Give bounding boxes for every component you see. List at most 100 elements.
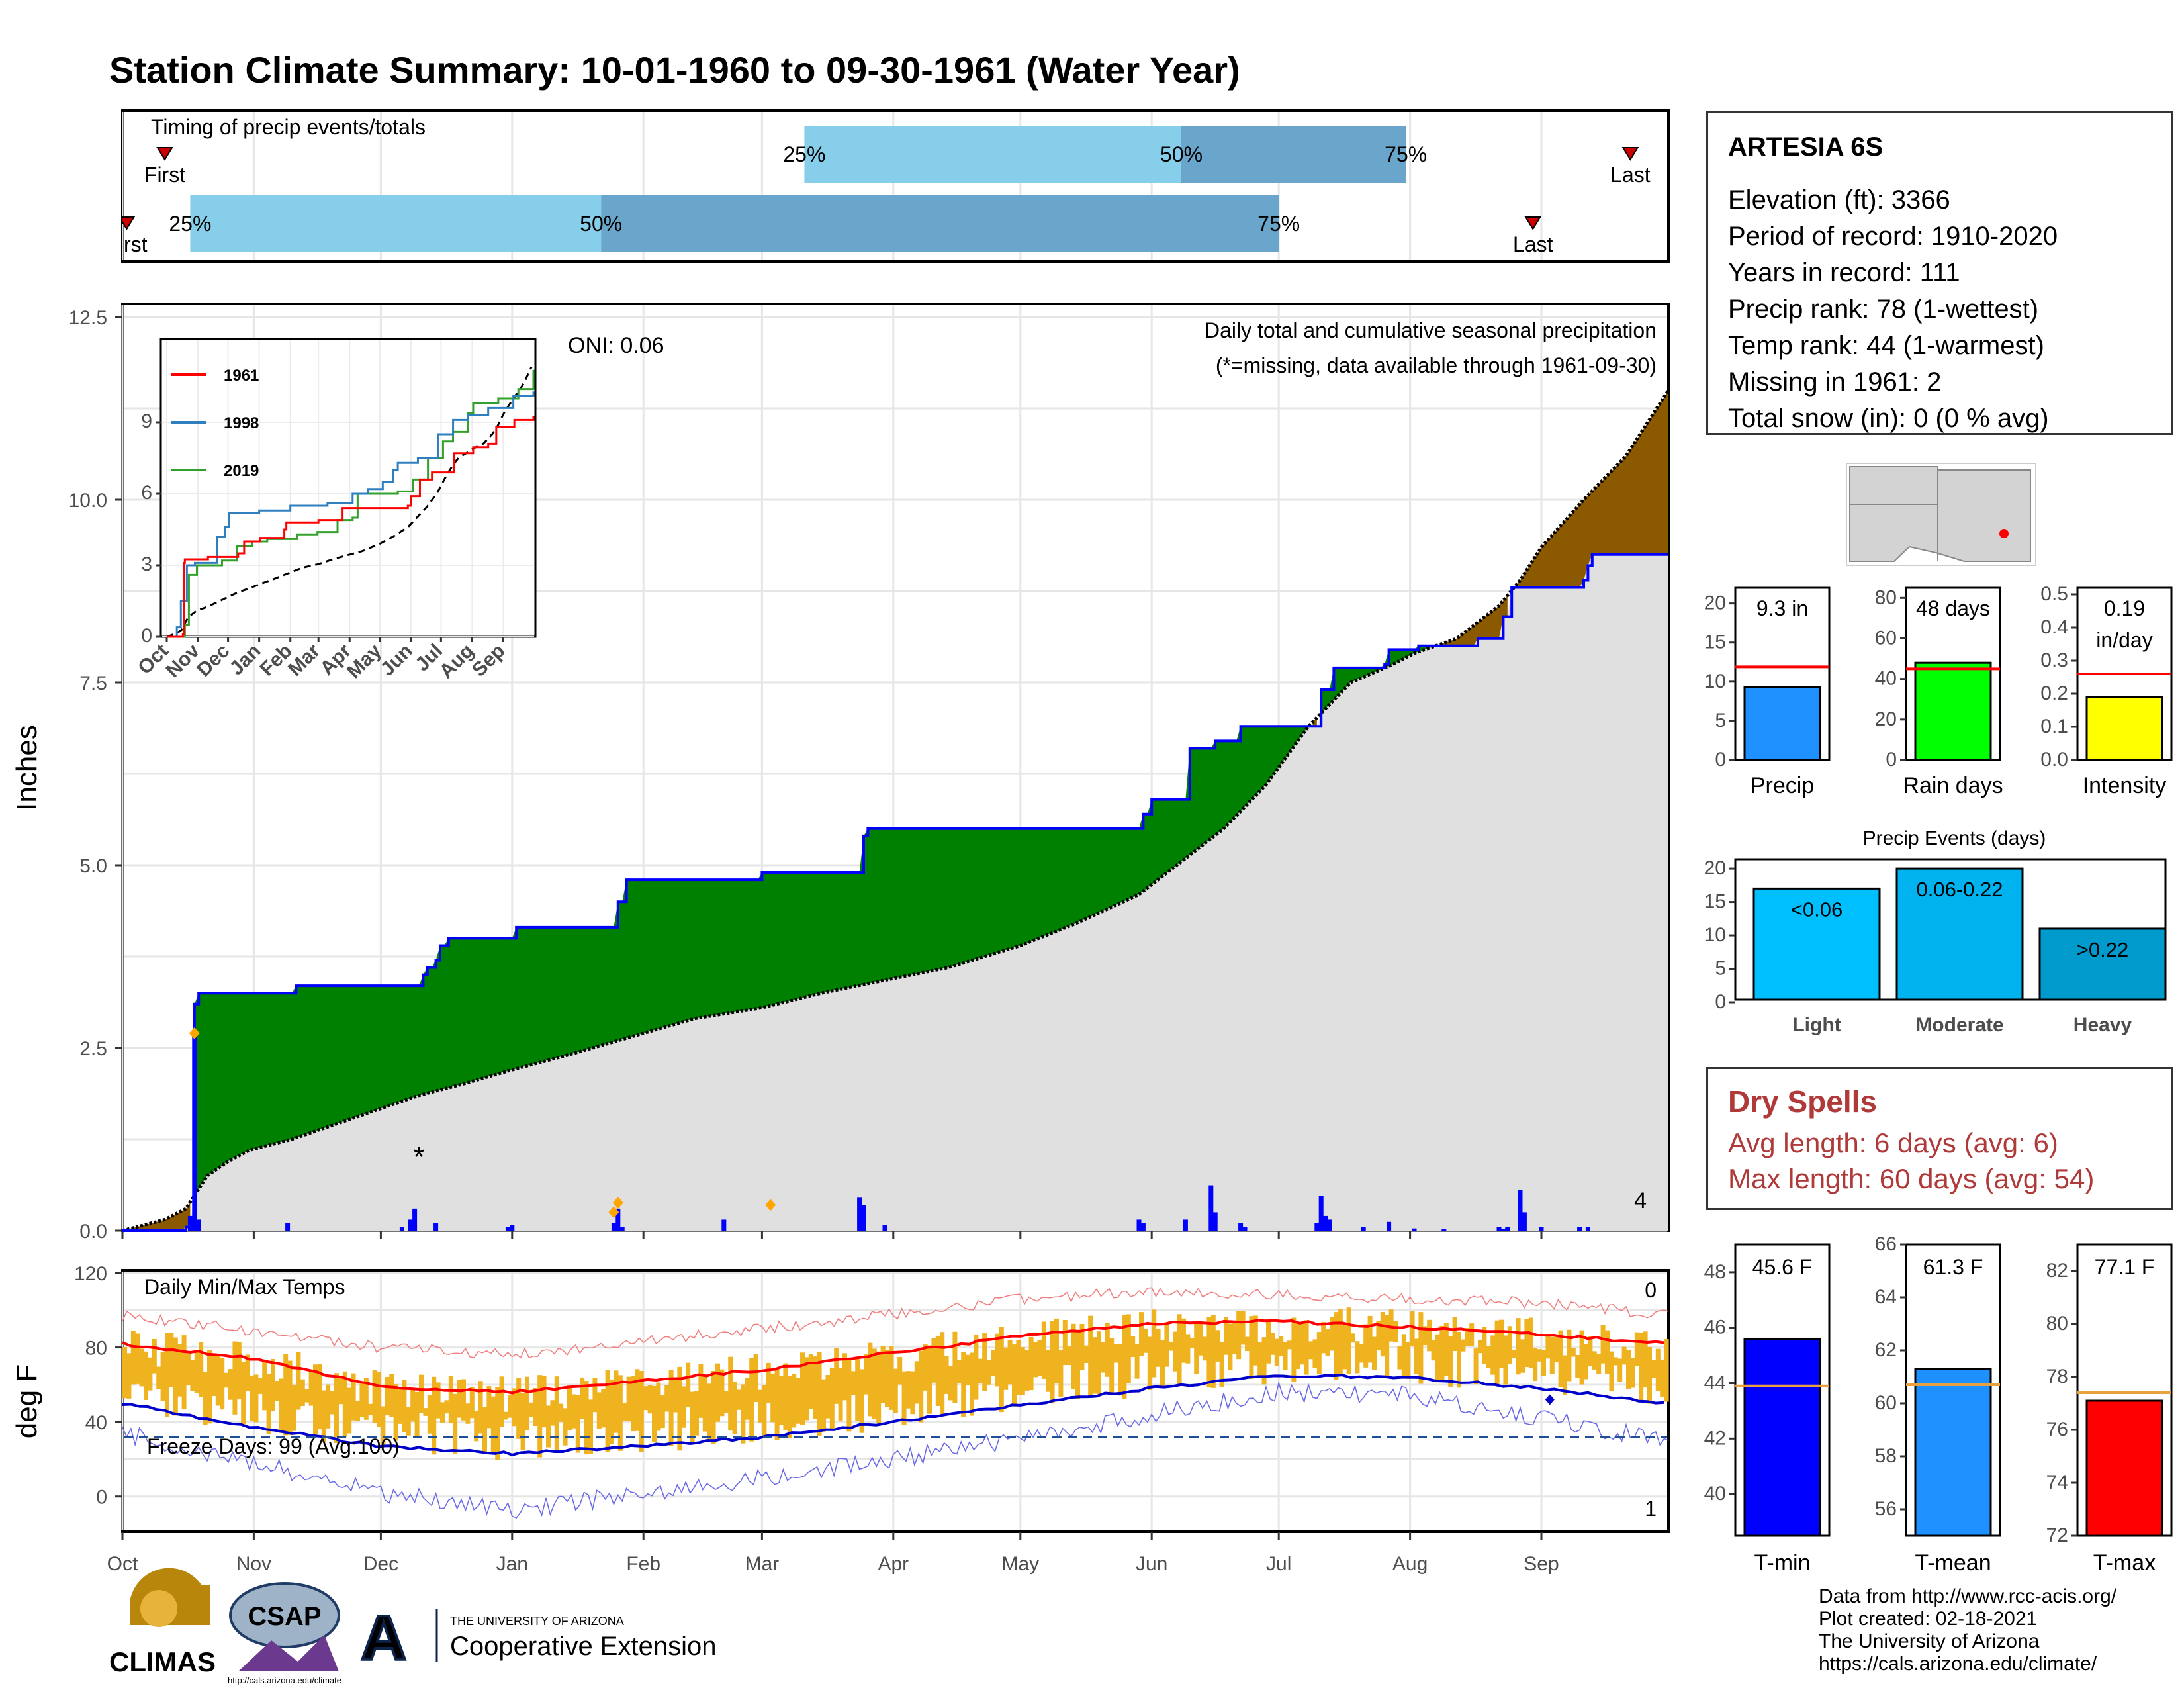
events-ytick-label: 0 xyxy=(1715,991,1726,1013)
daily-temp-bar xyxy=(1418,1312,1424,1384)
mini-value-label: 45.6 F xyxy=(1752,1255,1813,1279)
month-label: Mar xyxy=(745,1553,780,1575)
daily-temp-bar xyxy=(257,1378,263,1394)
station-temp-rank: Temp rank: 44 (1-warmest) xyxy=(1728,331,2044,360)
mini-value-bar xyxy=(2085,1399,2163,1537)
daily-temp-bar xyxy=(1012,1344,1017,1407)
daily-precip-bar xyxy=(1500,1229,1506,1231)
daily-temp-bar xyxy=(1206,1317,1212,1388)
daily-temp-bar xyxy=(351,1373,356,1421)
daily-temp-bar xyxy=(1321,1321,1326,1354)
daily-temp-bar xyxy=(626,1376,631,1422)
daily-temp-bar xyxy=(1143,1329,1148,1353)
temp-count-high: 0 xyxy=(1645,1278,1657,1302)
daily-temp-bar xyxy=(377,1372,381,1427)
missing-data-marker: * xyxy=(413,1141,424,1174)
month-label: Jun xyxy=(1136,1553,1167,1575)
daily-temp-bar xyxy=(813,1356,818,1419)
daily-temp-bar xyxy=(266,1374,271,1434)
mini-ytick-label: 5 xyxy=(1715,710,1726,731)
daily-temp-bar xyxy=(935,1335,940,1406)
daily-precip-bar xyxy=(1136,1219,1142,1231)
daily-temp-bar xyxy=(1287,1340,1292,1350)
mini-ytick-label: 0 xyxy=(1715,749,1726,771)
daily-temp-bar xyxy=(478,1381,483,1434)
daily-temp-bar xyxy=(1494,1320,1500,1385)
dry-spells-avg: Avg length: 6 days (avg: 6) xyxy=(1728,1127,2058,1158)
daily-temp-bar xyxy=(334,1373,339,1444)
daily-temp-bar xyxy=(181,1335,187,1410)
daily-temp-bar xyxy=(1355,1341,1360,1374)
daily-precip-bar xyxy=(505,1227,510,1231)
daily-temp-bar xyxy=(1134,1344,1140,1379)
daily-temp-bar xyxy=(1427,1319,1432,1352)
daily-temp-bar xyxy=(385,1377,390,1415)
daily-temp-bar xyxy=(1228,1323,1233,1371)
daily-temp-bar xyxy=(1346,1307,1351,1374)
daily-precip-bar xyxy=(433,1223,439,1231)
events-ytick-label: 10 xyxy=(1704,924,1726,946)
daily-temp-bar xyxy=(313,1364,318,1435)
precip-annotation: Daily total and cumulative seasonal prec… xyxy=(1205,318,1657,342)
daily-temp-bar xyxy=(1203,1336,1207,1361)
daily-temp-bar xyxy=(681,1386,686,1428)
daily-temp-bar xyxy=(1596,1354,1602,1374)
daily-temp-bar xyxy=(1617,1358,1623,1382)
daily-temp-bar xyxy=(617,1375,623,1451)
daily-temp-bar xyxy=(787,1376,792,1438)
daily-temp-bar xyxy=(715,1363,720,1422)
daily-temp-bar xyxy=(448,1376,453,1423)
daily-temp-bar xyxy=(1524,1319,1529,1367)
mini-precip-charts: 0 5 10 15 20 9.3 in Precip 0 20 40 60 80 48 days Rain… xyxy=(1704,583,2173,798)
daily-temp-bar xyxy=(1478,1339,1482,1354)
daily-temp-bar xyxy=(1351,1333,1355,1343)
precip-inset: 0369OctNovDecJanFebMarAprMayJunJulAugSep… xyxy=(134,338,537,682)
daily-temp-bar xyxy=(1224,1317,1228,1355)
timing-first-marker xyxy=(122,216,136,230)
daily-temp-bar xyxy=(1410,1311,1415,1346)
daily-temp-bar xyxy=(1075,1332,1080,1399)
daily-temp-bar xyxy=(1558,1330,1563,1387)
daily-temp-bar xyxy=(554,1376,559,1452)
daily-temp-bar xyxy=(1592,1351,1597,1370)
daily-temp-bar xyxy=(1295,1323,1300,1370)
timing-pct-label: 75% xyxy=(1385,142,1427,166)
daily-temp-bar xyxy=(1062,1319,1068,1366)
daily-temp-bar xyxy=(1194,1321,1199,1374)
daily-temp-bar xyxy=(880,1345,886,1403)
temp-title: Daily Min/Max Temps xyxy=(144,1275,345,1299)
daily-temp-bar xyxy=(435,1382,441,1419)
daily-temp-bar xyxy=(948,1366,953,1401)
daily-temp-bar xyxy=(838,1368,843,1421)
station-years: Years in record: 111 xyxy=(1728,258,1960,287)
daily-precip-bar xyxy=(1208,1185,1214,1231)
daily-temp-bar xyxy=(1516,1318,1521,1375)
daily-temp-bar xyxy=(1486,1346,1491,1369)
timing-last-marker xyxy=(1621,147,1639,161)
daily-temp-bar xyxy=(686,1362,691,1407)
daily-temp-bar xyxy=(220,1358,225,1410)
daily-temp-bar xyxy=(1465,1328,1470,1346)
daily-temp-bar xyxy=(614,1370,619,1433)
daily-temp-bar xyxy=(1431,1340,1436,1361)
mini-ytick-label: 80 xyxy=(2046,1313,2068,1335)
ua-logo: A THE UNIVERSITY OF ARIZONA Cooperative … xyxy=(359,1601,716,1675)
temp-ytick-label: 80 xyxy=(85,1338,107,1360)
precip-corner-count: 4 xyxy=(1634,1188,1647,1213)
dry-spells-box: Dry Spells Avg length: 6 days (avg: 6) M… xyxy=(1706,1067,2173,1210)
events-bar xyxy=(1752,887,1881,1001)
daily-temp-bar xyxy=(906,1371,911,1409)
precip-event-marker xyxy=(612,1197,623,1209)
daily-temp-bar xyxy=(410,1389,416,1422)
events-ytick-label: 15 xyxy=(1704,891,1726,913)
daily-temp-bar xyxy=(1414,1338,1419,1375)
daily-temp-bar xyxy=(461,1379,466,1421)
dry-spells-max: Max length: 60 days (avg: 54) xyxy=(1728,1163,2095,1194)
daily-precip-bar xyxy=(1314,1223,1320,1231)
daily-temp-bar xyxy=(1050,1321,1055,1404)
daily-temp-bar xyxy=(372,1370,377,1423)
timing-bar-25-50 xyxy=(804,126,1181,183)
daily-temp-bar xyxy=(135,1333,140,1384)
daily-temp-bar xyxy=(825,1375,831,1419)
